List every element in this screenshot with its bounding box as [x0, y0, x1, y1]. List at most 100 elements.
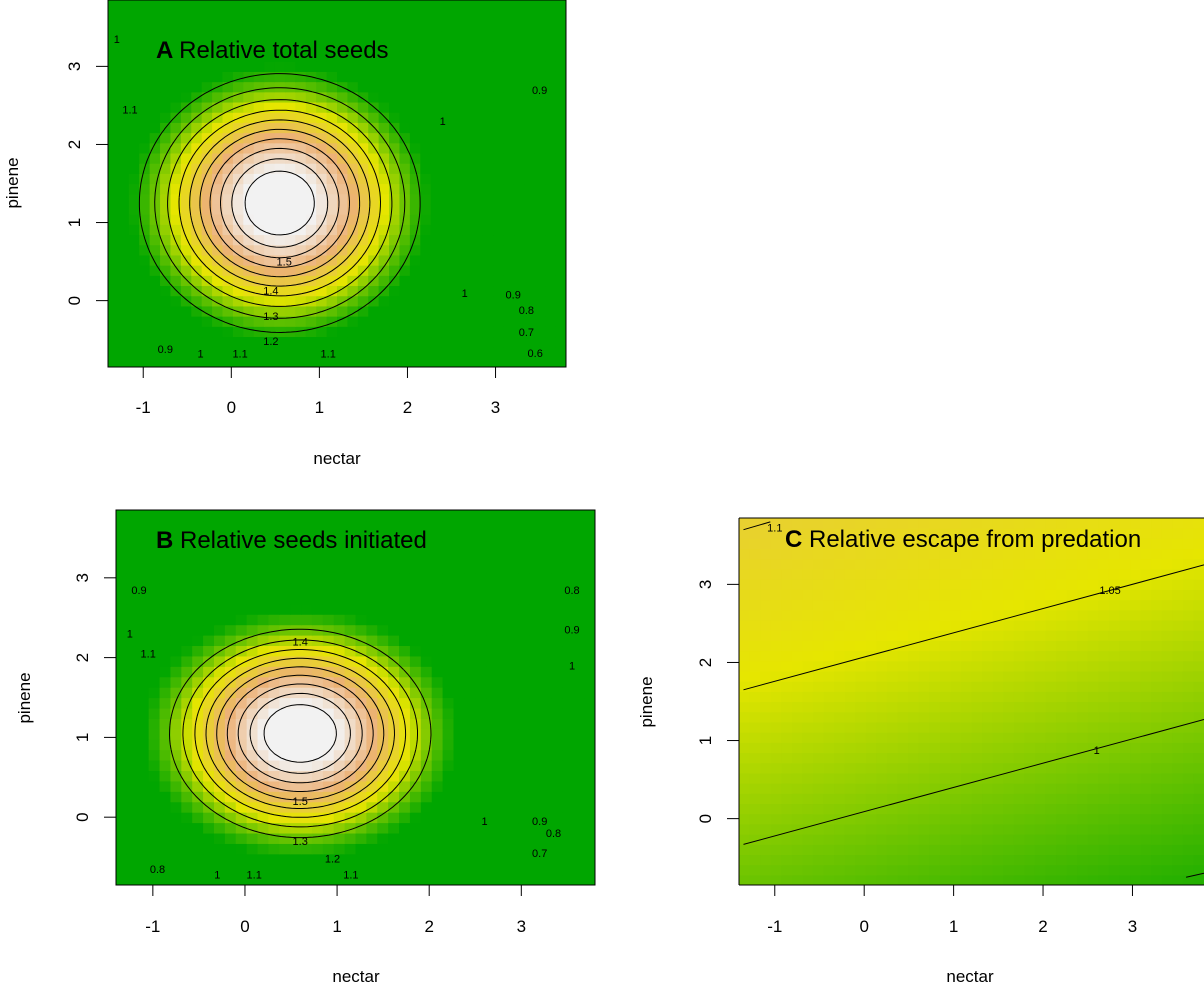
- heatmap-cell: [540, 655, 553, 667]
- heatmap-cell: [279, 687, 291, 699]
- heatmap-cell: [551, 874, 563, 885]
- heatmap-cell: [865, 640, 877, 652]
- heatmap-cell: [222, 326, 234, 338]
- heatmap-cell: [834, 752, 846, 764]
- heatmap-cell: [1013, 772, 1025, 784]
- panel-a: 1.51.41.31.21.1 1.110.91 0.90.80.70.61.111…: [3, 0, 567, 468]
- heatmap-cell: [128, 50, 140, 62]
- heatmap-cell: [472, 101, 484, 113]
- heatmap-cell: [529, 812, 542, 824]
- heatmap-cell: [108, 316, 120, 327]
- heatmap-cell: [855, 823, 867, 835]
- heatmap-cell: [1119, 701, 1131, 713]
- heatmap-cell: [160, 132, 172, 144]
- heatmap-cell: [246, 832, 259, 844]
- heatmap-cell: [482, 142, 494, 154]
- heatmap-cell: [1108, 854, 1121, 866]
- heatmap-cell: [399, 244, 411, 256]
- heatmap-cell: [1182, 834, 1195, 845]
- heatmap-cell: [170, 697, 182, 709]
- heatmap-cell: [213, 676, 226, 688]
- y-tick-label: 0: [696, 814, 715, 823]
- heatmap-cell: [409, 822, 422, 834]
- heatmap-cell: [497, 666, 509, 678]
- heatmap-cell: [503, 356, 515, 367]
- heatmap-cell: [513, 152, 525, 164]
- heatmap-cell: [389, 163, 401, 174]
- heatmap-cell: [378, 183, 390, 195]
- heatmap-cell: [1119, 650, 1131, 662]
- heatmap-cell: [160, 20, 172, 32]
- heatmap-cell: [876, 691, 888, 703]
- heatmap-cell: [279, 530, 291, 542]
- heatmap-cell: [555, 152, 566, 164]
- heatmap-cell: [1108, 721, 1121, 733]
- heatmap-cell: [886, 854, 899, 866]
- heatmap-cell: [222, 305, 234, 317]
- heatmap-cell: [562, 603, 574, 615]
- heatmap-cell: [1024, 630, 1036, 641]
- heatmap-cell: [316, 142, 328, 154]
- heatmap-cell: [203, 697, 215, 709]
- heatmap-cell: [461, 132, 473, 144]
- heatmap-cell: [116, 780, 128, 792]
- heatmap-cell: [461, 265, 473, 276]
- heatmap-cell: [430, 305, 442, 317]
- heatmap-cell: [950, 660, 962, 672]
- heatmap-cell: [584, 572, 595, 584]
- heatmap-cell: [834, 711, 846, 723]
- heatmap-cell: [305, 224, 317, 236]
- heatmap-cell: [876, 732, 888, 743]
- heatmap-cell: [284, 91, 296, 103]
- heatmap-cell: [1098, 864, 1110, 876]
- heatmap-cell: [377, 874, 389, 885]
- heatmap-cell: [290, 603, 302, 615]
- heatmap-cell: [739, 742, 751, 754]
- heatmap-cell: [844, 732, 856, 743]
- heatmap-cell: [1151, 803, 1163, 815]
- heatmap-cell: [855, 813, 867, 825]
- heatmap-cell: [781, 579, 793, 590]
- heatmap-cell: [378, 346, 390, 358]
- heatmap-cell: [897, 579, 909, 590]
- heatmap-cell: [1130, 640, 1142, 652]
- heatmap-cell: [1172, 732, 1184, 743]
- heatmap-cell: [232, 203, 244, 215]
- heatmap-cell: [534, 20, 546, 32]
- heatmap-cell: [409, 152, 421, 164]
- heatmap-cell: [971, 630, 983, 641]
- heatmap-cell: [441, 244, 453, 256]
- heatmap-cell: [1003, 518, 1015, 529]
- heatmap-cell: [886, 670, 899, 682]
- heatmap-cell: [482, 81, 494, 93]
- heatmap-cell: [159, 728, 172, 740]
- heatmap-cell: [222, 285, 234, 297]
- heatmap-cell: [224, 832, 237, 844]
- heatmap-cell: [486, 749, 498, 761]
- heatmap-cell: [355, 676, 367, 688]
- heatmap-cell: [1066, 742, 1078, 754]
- heatmap-cell: [305, 356, 317, 367]
- heatmap-cell: [203, 551, 215, 563]
- heatmap-cell: [971, 609, 983, 621]
- heatmap-cell: [834, 762, 846, 774]
- heatmap-cell: [908, 670, 920, 682]
- heatmap-cell: [960, 752, 973, 764]
- heatmap-cell: [139, 122, 151, 134]
- heatmap-cell: [148, 520, 161, 532]
- heatmap-cell: [534, 224, 546, 236]
- heatmap-cell: [257, 687, 270, 699]
- heatmap-cell: [739, 538, 751, 550]
- heatmap-cell: [1087, 742, 1099, 754]
- heatmap-cell: [257, 770, 270, 782]
- heatmap-cell: [399, 760, 411, 772]
- heatmap-cell: [1077, 874, 1089, 885]
- heatmap-cell: [823, 854, 835, 866]
- heatmap-cell: [290, 530, 302, 542]
- heatmap-cell: [160, 326, 172, 338]
- heatmap-cell: [420, 254, 432, 266]
- heatmap-cell: [1098, 660, 1110, 672]
- heatmap-cell: [442, 739, 455, 751]
- heatmap-cell: [431, 645, 444, 657]
- heatmap-cell: [1024, 681, 1036, 692]
